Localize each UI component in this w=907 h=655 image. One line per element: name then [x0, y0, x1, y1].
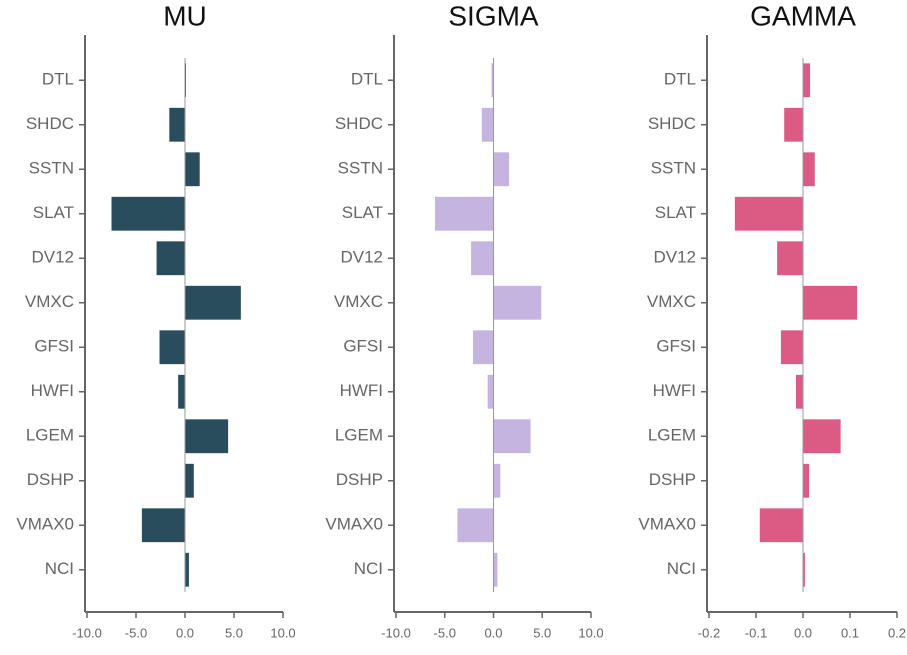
x-tick-label: -0.2 [698, 625, 720, 640]
y-tick-label: VMAX0 [16, 515, 74, 534]
y-tick-label: SHDC [335, 114, 383, 133]
y-tick-label: VMAX0 [325, 515, 383, 534]
bar [185, 285, 241, 320]
bar [178, 374, 185, 409]
y-tick-label: LGEM [335, 426, 383, 445]
bar [803, 152, 815, 187]
y-tick-label: GFSI [656, 337, 696, 356]
x-tick-label: 5.0 [533, 625, 551, 640]
y-tick-label: GFSI [34, 337, 74, 356]
x-tick-label: 0.1 [841, 625, 859, 640]
bar [795, 374, 803, 409]
bar [759, 508, 803, 543]
bar [473, 330, 494, 365]
bar [111, 196, 185, 231]
y-tick-label: SLAT [342, 203, 383, 222]
y-tick-label: DSHP [27, 470, 74, 489]
bar [185, 419, 229, 454]
bar [141, 508, 185, 543]
y-tick-label: DV12 [653, 248, 696, 267]
bar [803, 463, 810, 498]
x-tick-label: 0.0 [484, 625, 502, 640]
bar [493, 285, 542, 320]
y-tick-label: HWFI [653, 381, 696, 400]
y-tick-label: DV12 [340, 248, 383, 267]
y-tick-label: NCI [667, 559, 696, 578]
y-tick-label: VMXC [647, 292, 696, 311]
y-tick-label: SSTN [338, 159, 383, 178]
y-tick-label: NCI [354, 559, 383, 578]
panel-title: SIGMA [448, 0, 539, 31]
y-tick-label: DTL [664, 70, 696, 89]
y-tick-label: NCI [45, 559, 74, 578]
y-tick-label: LGEM [648, 426, 696, 445]
bar [481, 107, 494, 142]
bar [493, 552, 498, 587]
bar [803, 63, 811, 98]
bar [185, 463, 194, 498]
x-tick-label: 0.2 [888, 625, 906, 640]
x-tick-label: -0.1 [745, 625, 767, 640]
y-tick-label: SSTN [651, 159, 696, 178]
bar [803, 285, 858, 320]
x-tick-label: 10.0 [270, 625, 295, 640]
bar [493, 419, 531, 454]
panel-title: MU [163, 0, 207, 31]
x-tick-label: 0.0 [794, 625, 812, 640]
y-tick-label: HWFI [340, 381, 383, 400]
y-tick-label: VMXC [25, 292, 74, 311]
y-tick-label: HWFI [31, 381, 74, 400]
bar [784, 107, 803, 142]
y-tick-label: SLAT [655, 203, 696, 222]
y-tick-label: SSTN [29, 159, 74, 178]
y-tick-label: DV12 [31, 248, 74, 267]
bar [487, 374, 494, 409]
bar [185, 152, 200, 187]
bar [457, 508, 494, 543]
y-tick-label: LGEM [26, 426, 74, 445]
bar [156, 241, 185, 276]
bar [159, 330, 185, 365]
x-tick-label: 0.0 [176, 625, 194, 640]
bar [803, 419, 841, 454]
bar [777, 241, 803, 276]
x-tick-label: -5.0 [125, 625, 147, 640]
y-tick-label: VMAX0 [638, 515, 696, 534]
y-tick-label: DTL [42, 70, 74, 89]
x-tick-label: -5.0 [434, 625, 456, 640]
x-tick-label: -10.0 [381, 625, 411, 640]
x-tick-label: 5.0 [225, 625, 243, 640]
bar [185, 552, 189, 587]
x-tick-label: -10.0 [72, 625, 102, 640]
y-tick-label: SLAT [33, 203, 74, 222]
y-tick-label: GFSI [343, 337, 383, 356]
y-tick-label: VMXC [334, 292, 383, 311]
bar [780, 330, 803, 365]
bar [491, 63, 494, 98]
bar [734, 196, 803, 231]
y-tick-label: SHDC [26, 114, 74, 133]
bar [803, 552, 805, 587]
bar [471, 241, 494, 276]
bar [493, 463, 501, 498]
bar [169, 107, 185, 142]
y-tick-label: DSHP [336, 470, 383, 489]
y-tick-label: SHDC [648, 114, 696, 133]
bar [493, 152, 510, 187]
x-tick-label: 10.0 [578, 625, 603, 640]
y-tick-label: DSHP [649, 470, 696, 489]
bar [435, 196, 494, 231]
panel-title: GAMMA [750, 0, 856, 31]
y-tick-label: DTL [351, 70, 383, 89]
